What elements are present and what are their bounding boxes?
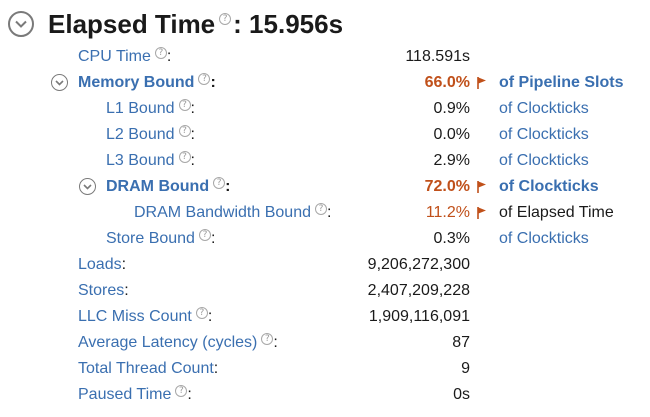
l1-bound-value: 0.9%	[433, 100, 470, 117]
l1-bound-label[interactable]: L1 Bound?:	[106, 99, 195, 117]
metric-row-l1-bound: L1 Bound?: 0.9% of Clockticks	[0, 96, 650, 122]
metric-row-dram-bandwidth-bound: DRAM Bandwidth Bound?: 11.2% of Elapsed …	[0, 200, 650, 226]
l3-bound-label[interactable]: L3 Bound?:	[106, 151, 195, 169]
elapsed-time-label: Elapsed Time	[48, 8, 216, 39]
store-bound-label[interactable]: Store Bound?:	[106, 229, 216, 247]
metric-row-l3-bound: L3 Bound?: 2.9% of Clockticks	[0, 148, 650, 174]
l3-bound-help-icon[interactable]: ?	[178, 151, 191, 164]
l2-bound-value: 0.0%	[433, 126, 470, 143]
elapsed-time-separator: :	[233, 8, 250, 39]
warning-flag-icon	[477, 181, 486, 193]
metric-row-llc-miss-count: LLC Miss Count?: 1,909,116,091	[0, 304, 650, 330]
metric-row-stores: Stores: 2,407,209,228	[0, 278, 650, 304]
elapsed-time-header: Elapsed Time?: 15.956s	[8, 8, 343, 40]
metric-row-memory-bound: Memory Bound?: 66.0% of Pipeline Slots	[0, 70, 650, 96]
loads-value: 9,206,272,300	[367, 256, 470, 273]
elapsed-time-value: 15.956s	[249, 8, 344, 39]
metric-row-paused-time: Paused Time?: 0s	[0, 382, 650, 408]
collapse-elapsed-time-toggle-icon[interactable]	[8, 11, 34, 37]
total-thread-count-label[interactable]: Total Thread Count:	[78, 360, 219, 377]
metric-row-dram-bound: DRAM Bound?: 72.0% of Clockticks	[0, 174, 650, 200]
paused-time-value: 0s	[453, 386, 470, 403]
warning-flag-icon	[477, 77, 486, 89]
l2-bound-help-icon[interactable]: ?	[178, 125, 191, 138]
llc-miss-count-label[interactable]: LLC Miss Count?:	[78, 307, 213, 325]
memory-bound-value: 66.0%	[424, 74, 470, 91]
cpu-time-help-icon[interactable]: ?	[154, 47, 167, 60]
cpu-time-value: 118.591s	[405, 48, 470, 65]
dram-bandwidth-bound-value: 11.2%	[425, 204, 470, 221]
l3-bound-unit[interactable]: of Clockticks	[499, 152, 589, 169]
dram-bandwidth-bound-label[interactable]: DRAM Bandwidth Bound?:	[134, 203, 332, 221]
l1-bound-help-icon[interactable]: ?	[178, 99, 191, 112]
llc-miss-count-help-icon[interactable]: ?	[195, 307, 208, 320]
stores-label[interactable]: Stores:	[78, 282, 129, 299]
dram-bound-value: 72.0%	[424, 178, 470, 195]
metric-row-cpu-time: CPU Time?: 118.591s	[0, 44, 650, 70]
collapse-memory-bound-icon[interactable]	[51, 74, 68, 91]
total-thread-count-value: 9	[461, 360, 470, 377]
average-latency-help-icon[interactable]: ?	[261, 333, 274, 346]
memory-bound-help-icon[interactable]: ?	[198, 73, 211, 86]
metric-row-store-bound: Store Bound?: 0.3% of Clockticks	[0, 226, 650, 252]
l3-bound-value: 2.9%	[433, 152, 470, 169]
warning-flag-icon	[477, 207, 486, 219]
store-bound-help-icon[interactable]: ?	[198, 229, 211, 242]
average-latency-value: 87	[452, 334, 470, 351]
loads-label[interactable]: Loads:	[78, 256, 127, 273]
store-bound-unit[interactable]: of Clockticks	[499, 230, 589, 247]
elapsed-time-help-icon[interactable]: ?	[219, 13, 232, 26]
dram-bound-label[interactable]: DRAM Bound?:	[106, 177, 231, 195]
dram-bound-unit[interactable]: of Clockticks	[499, 178, 599, 195]
dram-bandwidth-bound-help-icon[interactable]: ?	[314, 203, 327, 216]
l2-bound-label[interactable]: L2 Bound?:	[106, 125, 195, 143]
elapsed-time-title: Elapsed Time?: 15.956s	[48, 9, 343, 40]
l1-bound-unit[interactable]: of Clockticks	[499, 100, 589, 117]
llc-miss-count-value: 1,909,116,091	[368, 308, 470, 325]
store-bound-value: 0.3%	[433, 230, 470, 247]
paused-time-label[interactable]: Paused Time?:	[78, 385, 192, 403]
stores-value: 2,407,209,228	[367, 282, 470, 299]
collapse-dram-bound-icon[interactable]	[79, 178, 96, 195]
dram-bound-help-icon[interactable]: ?	[213, 177, 226, 190]
l2-bound-unit[interactable]: of Clockticks	[499, 126, 589, 143]
metric-row-total-thread-count: Total Thread Count: 9	[0, 356, 650, 382]
metric-row-loads: Loads: 9,206,272,300	[0, 252, 650, 278]
memory-bound-label[interactable]: Memory Bound?:	[78, 73, 216, 91]
paused-time-help-icon[interactable]: ?	[175, 385, 188, 398]
metric-row-l2-bound: L2 Bound?: 0.0% of Clockticks	[0, 122, 650, 148]
cpu-time-label[interactable]: CPU Time?:	[78, 47, 172, 65]
metric-row-average-latency: Average Latency (cycles)?: 87	[0, 330, 650, 356]
dram-bandwidth-bound-unit: of Elapsed Time	[499, 204, 614, 221]
memory-bound-unit[interactable]: of Pipeline Slots	[499, 74, 624, 91]
average-latency-label[interactable]: Average Latency (cycles)?:	[78, 333, 278, 351]
